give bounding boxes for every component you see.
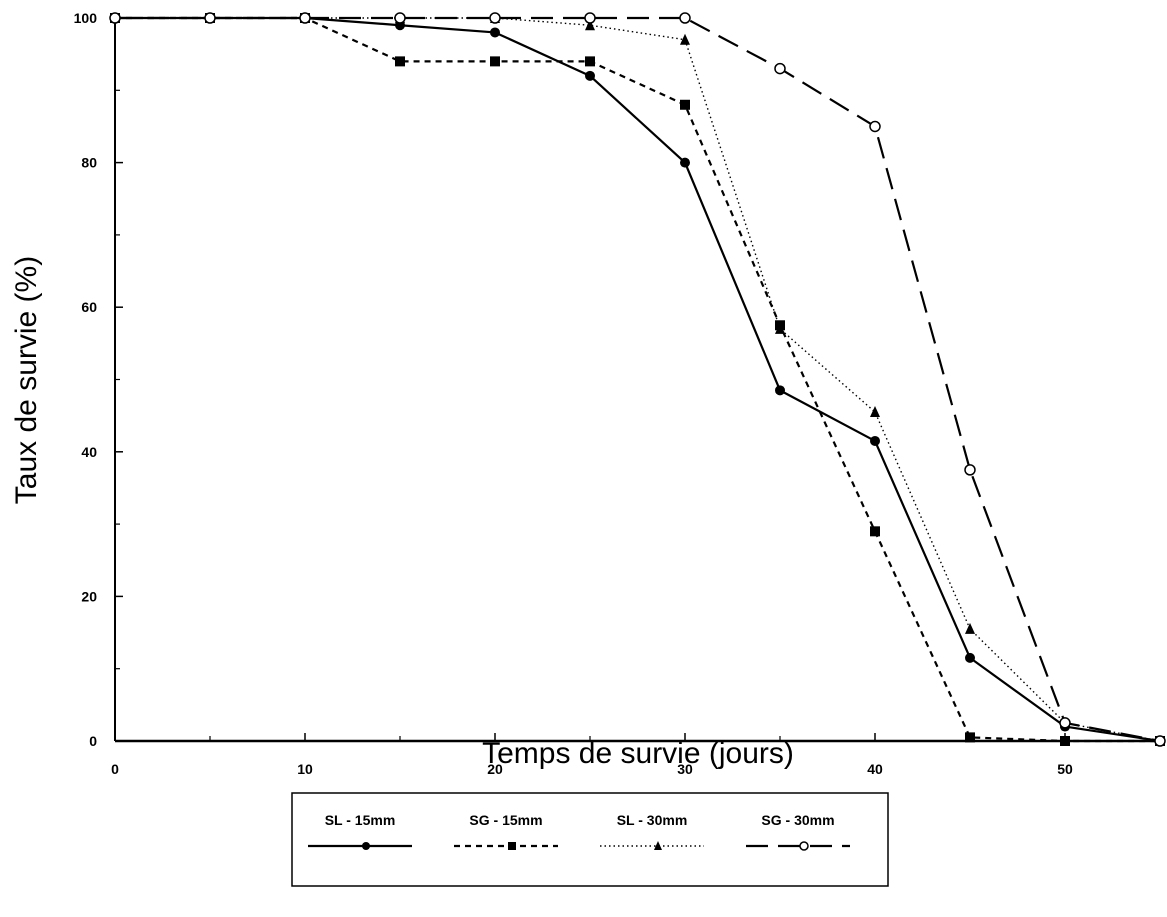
data-point bbox=[205, 13, 215, 23]
series-line bbox=[115, 18, 1160, 741]
data-point bbox=[775, 385, 785, 395]
legend-box bbox=[292, 793, 888, 886]
data-point bbox=[1060, 718, 1070, 728]
data-point bbox=[870, 526, 880, 536]
data-point bbox=[585, 56, 595, 66]
data-point bbox=[680, 100, 690, 110]
data-point bbox=[395, 13, 405, 23]
data-point bbox=[585, 13, 595, 23]
data-point bbox=[965, 653, 975, 663]
y-tick-label: 0 bbox=[89, 733, 97, 749]
legend-label: SG - 30mm bbox=[761, 812, 834, 828]
x-axis-title: Temps de survie (jours) bbox=[482, 737, 794, 770]
data-point bbox=[680, 13, 690, 23]
data-point bbox=[395, 56, 405, 66]
series-line bbox=[115, 18, 1160, 741]
data-point bbox=[870, 436, 880, 446]
y-tick-label: 80 bbox=[81, 155, 97, 171]
data-point bbox=[965, 623, 975, 634]
series-line bbox=[115, 18, 1160, 741]
data-point bbox=[300, 13, 310, 23]
data-point bbox=[490, 13, 500, 23]
x-tick-label: 50 bbox=[1057, 761, 1073, 777]
data-point bbox=[870, 121, 880, 131]
y-tick-label: 20 bbox=[81, 588, 97, 604]
axes bbox=[115, 14, 1160, 741]
data-point bbox=[585, 71, 595, 81]
data-point bbox=[490, 56, 500, 66]
legend-marker bbox=[800, 842, 808, 850]
y-tick-label: 60 bbox=[81, 299, 97, 315]
data-point bbox=[965, 732, 975, 742]
x-tick-label: 10 bbox=[297, 761, 313, 777]
y-tick-label: 100 bbox=[74, 10, 98, 26]
series-sg-30mm bbox=[110, 13, 1165, 746]
legend-marker bbox=[508, 842, 516, 850]
y-axis-title: Taux de survie (%) bbox=[10, 256, 43, 504]
series-sl-15mm bbox=[110, 13, 1165, 746]
data-point bbox=[775, 64, 785, 74]
legend: SL - 15mm SG - 15mm SL - 30mm SG - 30mm bbox=[292, 793, 888, 886]
series-layer bbox=[110, 12, 1165, 746]
series-sg-15mm bbox=[110, 13, 1165, 746]
series-line bbox=[115, 18, 1160, 741]
legend-label: SG - 15mm bbox=[469, 812, 542, 828]
data-point bbox=[870, 406, 880, 417]
data-point bbox=[490, 27, 500, 37]
legend-label: SL - 15mm bbox=[325, 812, 396, 828]
legend-marker bbox=[362, 842, 370, 850]
y-tick-label: 40 bbox=[81, 444, 97, 460]
data-point bbox=[110, 13, 120, 23]
x-tick-label: 0 bbox=[111, 761, 119, 777]
x-tick-label: 40 bbox=[867, 761, 883, 777]
legend-label: SL - 30mm bbox=[617, 812, 688, 828]
data-point bbox=[965, 465, 975, 475]
data-point bbox=[680, 158, 690, 168]
data-point bbox=[1060, 736, 1070, 746]
series-sl-30mm bbox=[110, 12, 1165, 746]
data-point bbox=[1155, 736, 1165, 746]
